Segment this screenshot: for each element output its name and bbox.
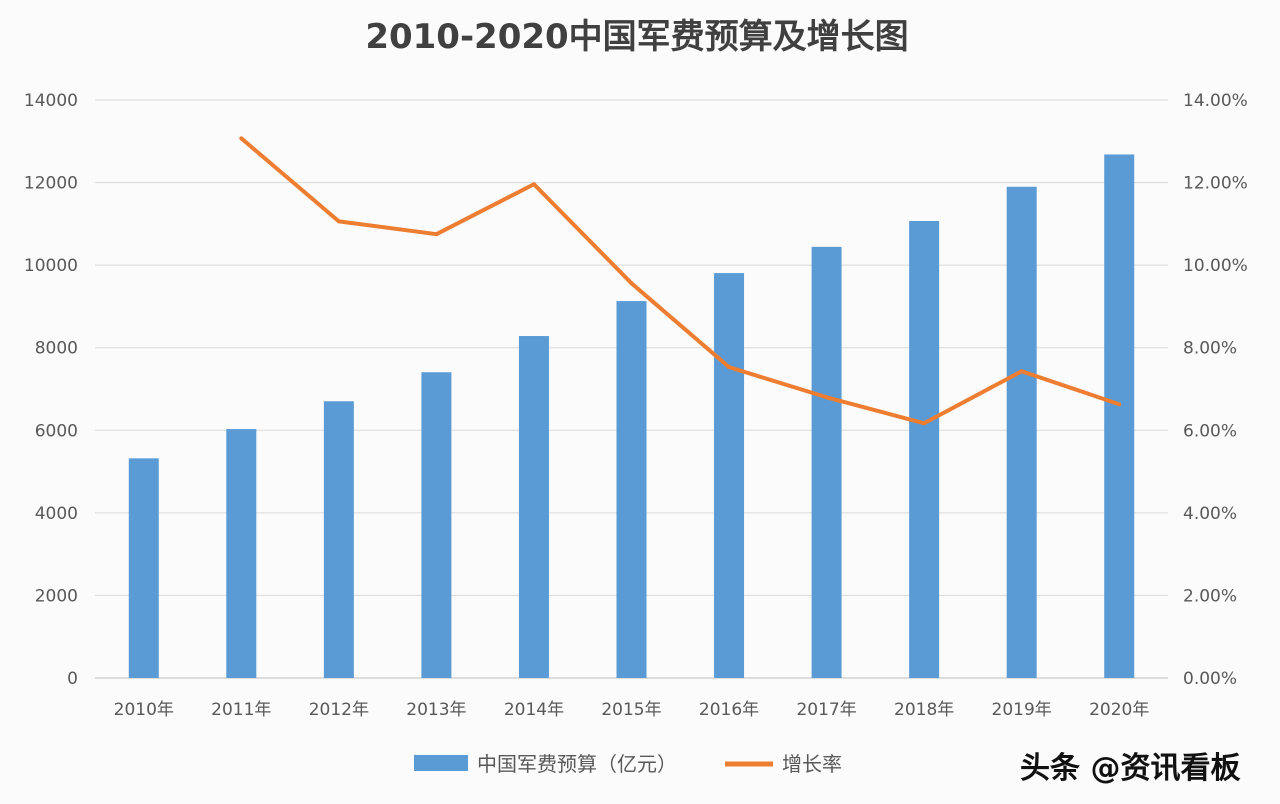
right-tick-label: 0.00% <box>1183 669 1237 689</box>
growth-point-2011年 <box>239 136 244 141</box>
bar-2016年 <box>714 273 745 678</box>
x-tick-label: 2016年 <box>699 700 759 720</box>
growth-point-2013年 <box>434 232 439 237</box>
growth-point-2020年 <box>1117 402 1122 407</box>
right-tick-label: 2.00% <box>1183 586 1237 606</box>
right-tick-label: 12.00% <box>1183 174 1248 194</box>
growth-point-2014年 <box>531 182 536 187</box>
bar-2020年 <box>1104 154 1135 679</box>
left-tick-label: 0 <box>67 669 78 689</box>
growth-rate-line <box>240 136 1120 426</box>
x-tick-label: 2020年 <box>1089 700 1149 720</box>
x-tick-label: 2018年 <box>894 700 954 720</box>
left-tick-label: 4000 <box>35 504 78 524</box>
left-tick-label: 6000 <box>35 421 78 441</box>
growth-point-2015年 <box>629 281 634 286</box>
chart-title: 2010-2020中国军费预算及增长图 <box>365 17 908 57</box>
right-tick-label: 10.00% <box>1183 256 1248 276</box>
growth-point-2016年 <box>727 365 732 370</box>
right-tick-label: 4.00% <box>1183 504 1237 524</box>
x-tick-label: 2019年 <box>992 700 1052 720</box>
left-tick-label: 2000 <box>35 586 78 606</box>
bar-2011年 <box>226 429 257 678</box>
bar-2013年 <box>421 372 452 678</box>
bar-2010年 <box>128 458 159 678</box>
legend-bar-label: 中国军费预算（亿元） <box>477 752 677 776</box>
bar-2014年 <box>518 336 549 678</box>
growth-point-2012年 <box>336 219 341 224</box>
legend-bar-swatch <box>414 755 468 771</box>
x-tick-label: 2012年 <box>309 700 369 720</box>
x-tick-label: 2015年 <box>601 700 661 720</box>
legend: 中国军费预算（亿元） 增长率 <box>414 752 842 776</box>
x-tick-label: 2010年 <box>114 700 174 720</box>
bar-2019年 <box>1006 186 1037 679</box>
growth-point-2018年 <box>922 421 927 426</box>
bar-2015年 <box>616 301 647 678</box>
bar-2012年 <box>323 401 354 678</box>
bar-2018年 <box>909 220 940 678</box>
left-tick-label: 12000 <box>24 174 78 194</box>
growth-point-2017年 <box>824 395 829 400</box>
bar-2017年 <box>811 246 842 679</box>
growth-point-2019年 <box>1019 369 1024 374</box>
x-tick-label: 2011年 <box>211 700 271 720</box>
x-tick-label: 2014年 <box>504 700 564 720</box>
watermark: 头条 @资讯看板 <box>1020 751 1240 786</box>
x-tick-label: 2013年 <box>406 700 466 720</box>
legend-line-label: 增长率 <box>782 752 842 776</box>
right-tick-label: 8.00% <box>1183 339 1237 359</box>
left-tick-label: 14000 <box>24 91 78 111</box>
right-tick-label: 14.00% <box>1183 91 1248 111</box>
x-tick-label: 2017年 <box>796 700 856 720</box>
left-tick-label: 8000 <box>35 339 78 359</box>
right-tick-label: 6.00% <box>1183 421 1237 441</box>
left-tick-label: 10000 <box>24 256 78 276</box>
